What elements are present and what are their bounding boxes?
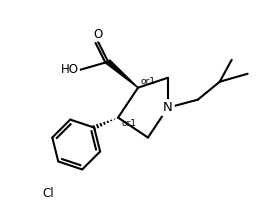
Text: HO: HO <box>61 63 79 76</box>
Polygon shape <box>106 60 138 88</box>
Text: Cl: Cl <box>43 187 54 200</box>
Text: O: O <box>93 28 103 41</box>
Text: or1: or1 <box>121 119 136 128</box>
Text: or1: or1 <box>141 77 156 86</box>
Text: N: N <box>163 101 173 114</box>
